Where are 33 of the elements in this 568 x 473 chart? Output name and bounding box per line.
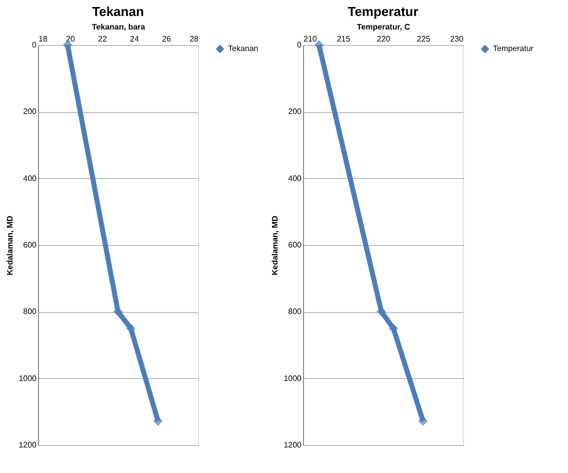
x-tick-label: 22 (98, 34, 108, 44)
y-axis-title: Kedalaman, MD (6, 215, 15, 276)
legend-label: Temperatur (493, 44, 534, 53)
legend-label: Tekanan (228, 44, 258, 53)
y-tick-label: 800 (23, 307, 38, 316)
y-tick-label: 1000 (284, 374, 302, 383)
x-axis-title: Tekanan, bara (92, 22, 146, 32)
y-axis-title: Kedalaman, MD (270, 215, 280, 276)
y-tick-label: 800 (288, 307, 302, 316)
x-tick-label: 225 (416, 34, 431, 44)
x-tick-label: 18 (38, 34, 48, 44)
y-tick-label: 1200 (18, 440, 38, 450)
y-tick-label: 1000 (18, 374, 38, 383)
x-tick-label: 24 (130, 34, 140, 44)
y-tick-label: 600 (288, 240, 302, 250)
y-tick-label: 200 (288, 107, 302, 116)
x-tick-label: 230 (450, 34, 464, 44)
x-axis-title: Temperatur, C (356, 22, 410, 32)
chart-title: Temperatur (348, 4, 418, 19)
chart-title: Tekanan (92, 4, 144, 19)
x-tick-label: 210 (304, 34, 318, 44)
y-tick-label: 400 (23, 174, 38, 183)
y-tick-label: 200 (23, 107, 38, 116)
x-tick-label: 215 (336, 34, 351, 44)
x-tick-label: 220 (376, 34, 391, 44)
y-tick-label: 0 (297, 40, 302, 50)
y-tick-label: 600 (23, 240, 38, 250)
x-tick-label: 20 (66, 34, 76, 44)
x-tick-label: 28 (190, 34, 200, 44)
y-tick-label: 1200 (284, 440, 302, 450)
y-tick-label: 400 (288, 174, 302, 183)
y-tick-label: 0 (32, 40, 38, 50)
x-tick-label: 26 (162, 34, 172, 44)
